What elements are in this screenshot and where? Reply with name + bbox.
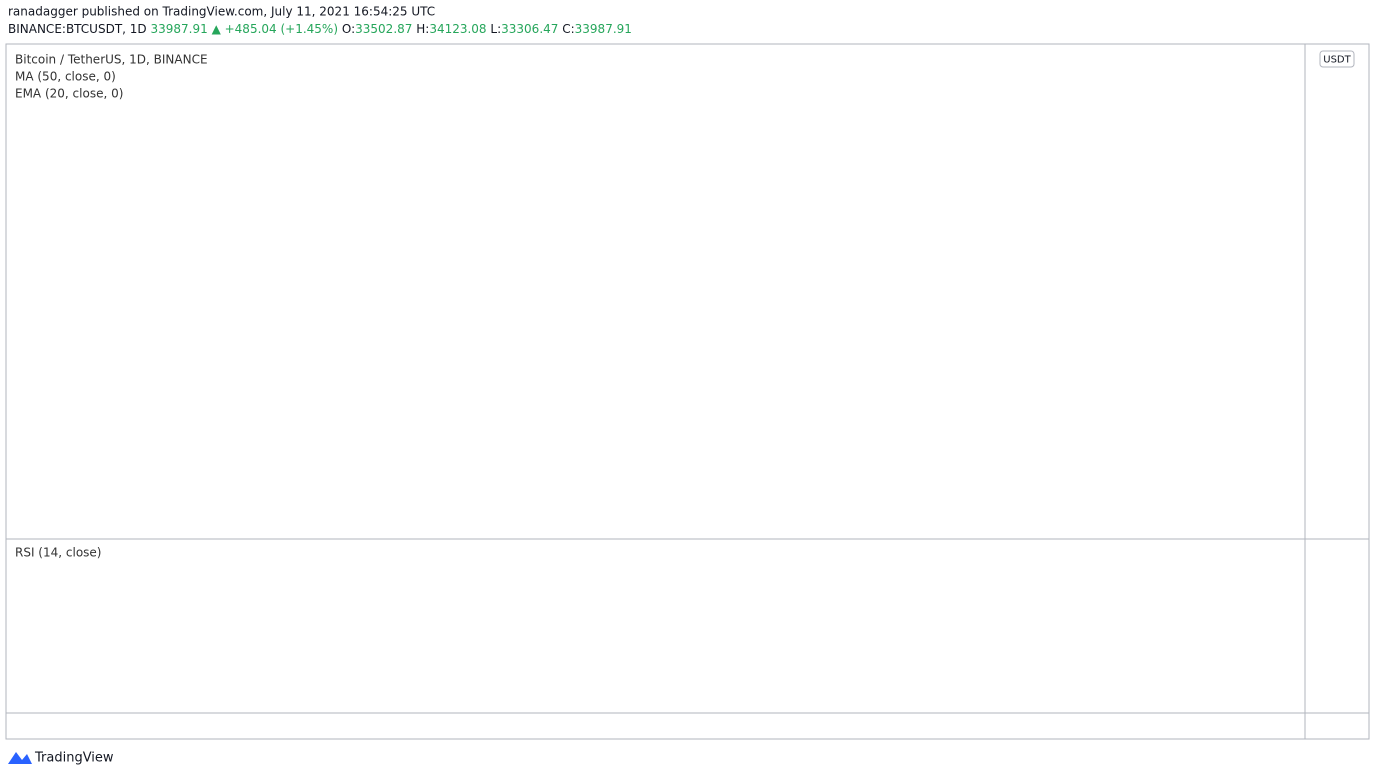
frame bbox=[5, 43, 1370, 740]
close-label: C: bbox=[562, 22, 574, 36]
footer-logo bbox=[8, 752, 32, 764]
rsi-title: RSI (14, close) bbox=[15, 546, 101, 560]
open-label: O: bbox=[342, 22, 355, 36]
low-value: 33306.47 bbox=[501, 22, 558, 36]
legend-ema: EMA (20, close, 0) bbox=[15, 87, 123, 101]
low-label: L: bbox=[490, 22, 501, 36]
symbol: BINANCE:BTCUSDT, 1D bbox=[8, 22, 147, 36]
footer-brand: TradingView bbox=[34, 751, 114, 766]
change: ▲ +485.04 (+1.45%) bbox=[212, 22, 338, 36]
last-price: 33987.91 bbox=[150, 22, 207, 36]
unit-label: USDT bbox=[1323, 55, 1351, 66]
close-value: 33987.91 bbox=[575, 22, 632, 36]
logo-icon bbox=[8, 752, 32, 764]
symbol-line: BINANCE:BTCUSDT, 1D 33987.91 ▲ +485.04 (… bbox=[8, 22, 632, 36]
legend-ma: MA (50, close, 0) bbox=[15, 70, 116, 84]
open-value: 33502.87 bbox=[355, 22, 412, 36]
high-label: H: bbox=[416, 22, 429, 36]
chart-title: Bitcoin / TetherUS, 1D, BINANCE bbox=[15, 53, 208, 67]
high-value: 34123.08 bbox=[429, 22, 486, 36]
published-line: ranadagger published on TradingView.com,… bbox=[8, 5, 435, 19]
unit-box bbox=[1319, 50, 1355, 68]
